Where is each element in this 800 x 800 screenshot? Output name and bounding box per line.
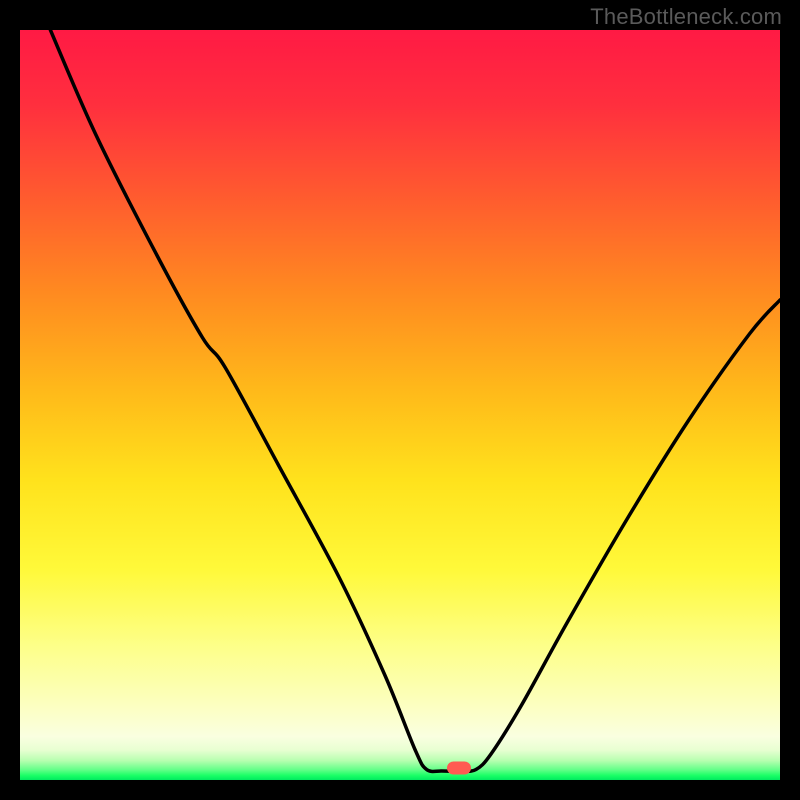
watermark-text: TheBottleneck.com [590, 4, 782, 30]
bottleneck-plot [20, 30, 780, 780]
optimal-marker [447, 762, 471, 775]
bottleneck-curve [20, 30, 780, 780]
